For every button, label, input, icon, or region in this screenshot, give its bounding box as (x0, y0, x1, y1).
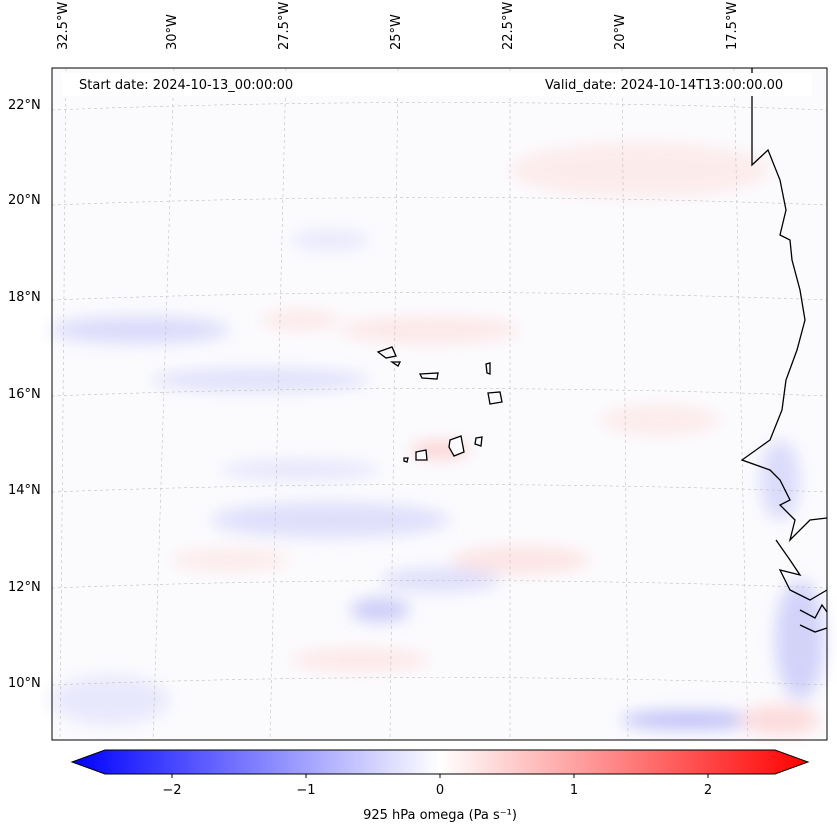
start-date-label: Start date: 2024-10-13_00:00:00 (79, 78, 294, 93)
lon-label: 25°W (389, 14, 404, 50)
map-plot-area (50, 67, 828, 741)
info-bar (62, 73, 812, 96)
colorbar-tick-label: −2 (162, 783, 182, 798)
lon-label: 17.5°W (725, 1, 740, 50)
colorbar-tick-label: −1 (296, 783, 316, 798)
omega-field (50, 142, 825, 735)
lon-label: 20°W (613, 14, 628, 50)
cape-verde-islands (376, 346, 503, 463)
lon-label: 27.5°W (277, 1, 292, 50)
colorbar-tick-label: 1 (569, 783, 579, 798)
colorbar-tick-label: 0 (435, 783, 445, 798)
lat-label: 16°N (8, 387, 41, 402)
lon-label: 22.5°W (501, 1, 516, 50)
coastline (740, 68, 828, 633)
lon-label: 30°W (165, 14, 180, 50)
graticule (51, 67, 828, 741)
valid-date-label: Valid_date: 2024-10-14T13:00:00.00 (545, 78, 784, 93)
lat-label: 20°N (8, 193, 41, 208)
colorbar (70, 749, 810, 778)
lat-label: 14°N (8, 483, 41, 498)
lon-label: 32.5°W (56, 1, 71, 50)
colorbar-tick-label: 2 (703, 783, 713, 798)
lat-label: 22°N (8, 98, 41, 113)
lat-label: 18°N (8, 290, 41, 305)
lat-label: 10°N (8, 676, 41, 691)
lat-label: 12°N (8, 580, 41, 595)
colorbar-title: 925 hPa omega (Pa s⁻¹) (363, 808, 517, 823)
africa-coastline (740, 68, 828, 543)
